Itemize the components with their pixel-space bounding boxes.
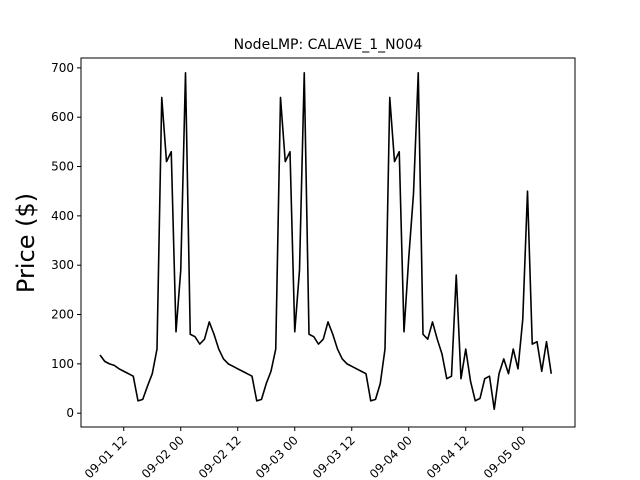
x-tick-label: 09-04 12	[424, 433, 472, 480]
y-tick-label: 600	[51, 110, 74, 124]
x-tick-label: 09-02 12	[196, 433, 244, 480]
y-tick-label: 300	[51, 258, 74, 272]
x-tick-label: 09-01 12	[82, 433, 130, 480]
y-tick-label: 700	[51, 61, 74, 75]
y-tick-label: 100	[51, 357, 74, 371]
y-tick-label: 500	[51, 160, 74, 174]
x-tick-label: 09-04 00	[367, 433, 415, 480]
chart-title: NodeLMP: CALAVE_1_N004	[234, 37, 423, 53]
y-tick-label: 400	[51, 209, 74, 223]
y-tick-label: 0	[66, 406, 74, 420]
y-axis-label: Price ($)	[12, 193, 40, 293]
price-line	[99, 72, 553, 411]
x-tick-label: 09-05 00	[481, 433, 529, 480]
x-tick-label: 09-02 00	[139, 433, 187, 480]
x-tick-label: 09-03 00	[253, 433, 301, 480]
y-tick-label: 200	[51, 308, 74, 322]
x-tick-label: 09-03 12	[310, 433, 358, 480]
axes-frame	[80, 57, 576, 428]
